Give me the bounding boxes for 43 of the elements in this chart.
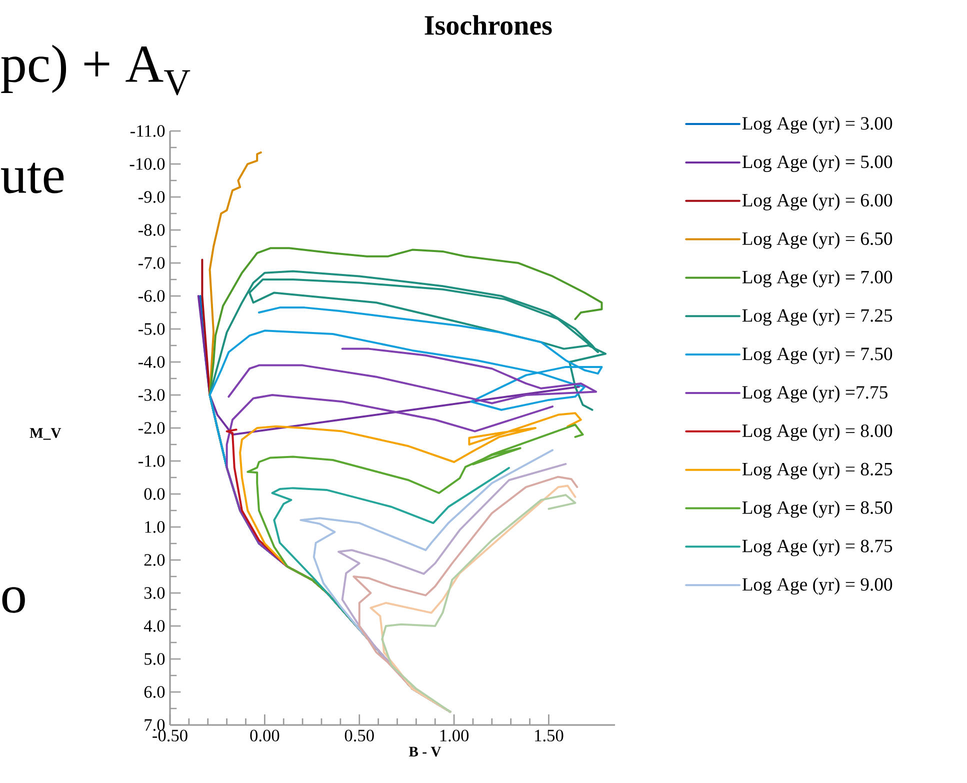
y-tick-label: -11.0 bbox=[130, 125, 165, 137]
y-tick-label: -2.0 bbox=[138, 422, 165, 434]
x-tick-label: 1.50 bbox=[535, 730, 564, 742]
text: o bbox=[2, 587, 25, 613]
x-tick-label: 1.00 bbox=[440, 730, 469, 742]
legend-label: Log Age (yr) = 3.00 bbox=[742, 116, 892, 134]
legend-label: Log Age (yr) = 8.50 bbox=[742, 500, 892, 518]
legend-label: Log Age (yr) =7.75 bbox=[742, 385, 888, 402]
y-tick-label: 3.0 bbox=[144, 587, 165, 599]
text: pc) + A$_{V}$ bbox=[1, 44, 190, 96]
y-axis-title: M_V bbox=[30, 428, 62, 440]
legend-label: Log Age (yr) = 9.00 bbox=[742, 578, 892, 595]
x-axis-title: B - V bbox=[408, 746, 442, 757]
y-tick-label: 5.0 bbox=[144, 653, 165, 665]
y-tick-label: -9.0 bbox=[138, 191, 165, 203]
y-tick-label: 7.0 bbox=[144, 719, 165, 731]
chart-title: Isochrones bbox=[424, 15, 552, 35]
y-tick-label: 2.0 bbox=[144, 554, 165, 566]
y-tick-label: 1.0 bbox=[145, 521, 165, 533]
legend-label: Log Age (yr) = 7.25 bbox=[742, 308, 892, 326]
y-tick-label: 0.0 bbox=[144, 488, 165, 500]
y-tick-label: -4.0 bbox=[138, 356, 165, 368]
y-tick-label: -5.0 bbox=[138, 323, 165, 335]
legend-label: Log Age (yr) = 5.00 bbox=[742, 154, 892, 172]
legend-label: Log Age (yr) = 6.50 bbox=[742, 232, 892, 249]
y-tick-label: -10.0 bbox=[130, 158, 165, 170]
y-tick-label: -7.0 bbox=[138, 257, 165, 269]
legend-label: Log Age (yr) = 7.00 bbox=[742, 270, 892, 288]
y-tick-label: 4.0 bbox=[144, 620, 165, 632]
text: ute bbox=[0, 162, 64, 194]
y-tick-label: -1.0 bbox=[138, 455, 165, 467]
y-tick-label: -8.0 bbox=[138, 224, 165, 236]
legend-label: Log Age (yr) = 8.75 bbox=[742, 539, 892, 556]
y-tick-label: 6.0 bbox=[144, 686, 165, 698]
x-tick-label: 0.50 bbox=[344, 730, 374, 742]
x-tick-label: -0.50 bbox=[152, 730, 188, 742]
legend-label: Log Age (yr) = 7.50 bbox=[742, 347, 892, 364]
y-tick-label: -3.0 bbox=[138, 389, 165, 401]
y-tick-label: -6.0 bbox=[138, 290, 165, 302]
legend-label: Log Age (yr) = 8.25 bbox=[742, 462, 892, 480]
x-tick-label: 0.00 bbox=[250, 730, 280, 742]
legend-label: Log Age (yr) = 6.00 bbox=[742, 193, 892, 210]
legend-label: Log Age (yr) = 8.00 bbox=[742, 424, 892, 441]
